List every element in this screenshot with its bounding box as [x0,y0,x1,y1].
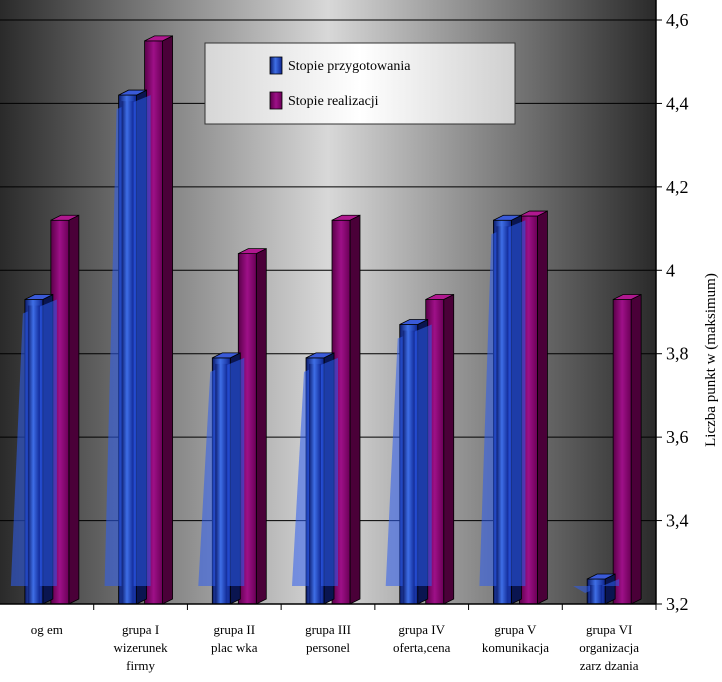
x-category-label: grupa VI organizacja zarz dzania [579,622,639,673]
bar-przygotowania [198,352,245,605]
y-tick-label: 3,2 [666,594,689,614]
x-category-label: grupa IV oferta,cena [393,622,451,655]
x-category-label: og em [31,622,63,637]
y-tick-label: 4,2 [666,177,689,197]
y-tick-label: 3,8 [666,344,689,364]
x-category-label: grupa II plac wka [211,622,258,655]
x-category-label: grupa III personel [305,622,351,655]
y-tick-label: 3,6 [666,427,689,447]
legend: Stopie przygotowania Stopie realizacji [204,42,516,125]
legend-label-realizacji: Stopie realizacji [288,94,379,109]
bar-przygotowania [104,89,151,605]
bar-przygotowania [385,318,432,605]
bars [10,35,642,605]
legend-box [204,42,516,125]
legend-label-przygotowania: Stopie przygotowania [288,59,411,74]
bar-przygotowania [292,352,338,605]
bar-przygotowania [479,214,526,605]
legend-swatch-realizacji [269,91,283,110]
bar-realizacji [612,293,642,605]
bar-przygotowania [10,293,57,605]
y-tick-label: 3,4 [666,511,689,531]
y-tick-label: 4 [666,260,675,280]
bar-przygotowania [573,573,620,605]
y-tick-label: 4,4 [666,93,689,113]
y-axis-ticks: 3,2 3,4 3,6 3,8 4 4,2 4,4 4,6 [656,10,689,614]
y-tick-label: 4,6 [666,10,689,30]
legend-swatch-przygotowania [269,56,283,75]
y-axis-label: Liczba punkt w (maksimum) [703,273,719,447]
